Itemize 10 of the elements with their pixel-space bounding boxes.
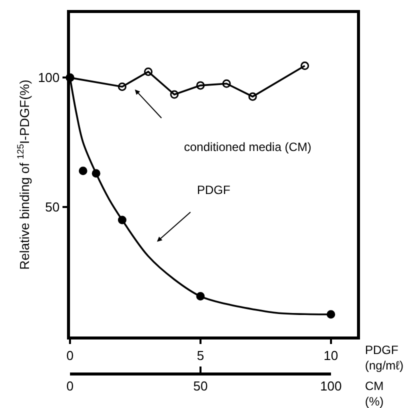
- x-tick-label: 5: [196, 348, 204, 363]
- x2-tick-label: 0: [66, 378, 74, 394]
- x-tick-label: 0: [66, 348, 74, 363]
- x2-axis-title: CM (%): [365, 379, 384, 408]
- x2-tick-label: 100: [320, 378, 342, 394]
- x2-tick-label: 50: [193, 378, 208, 394]
- x-tick-label: 10: [324, 348, 338, 363]
- annotation: conditioned media (CM): [184, 140, 312, 154]
- annotation: PDGF: [197, 183, 230, 197]
- x-axis-title: PDGF (ng/mℓ): [365, 343, 404, 373]
